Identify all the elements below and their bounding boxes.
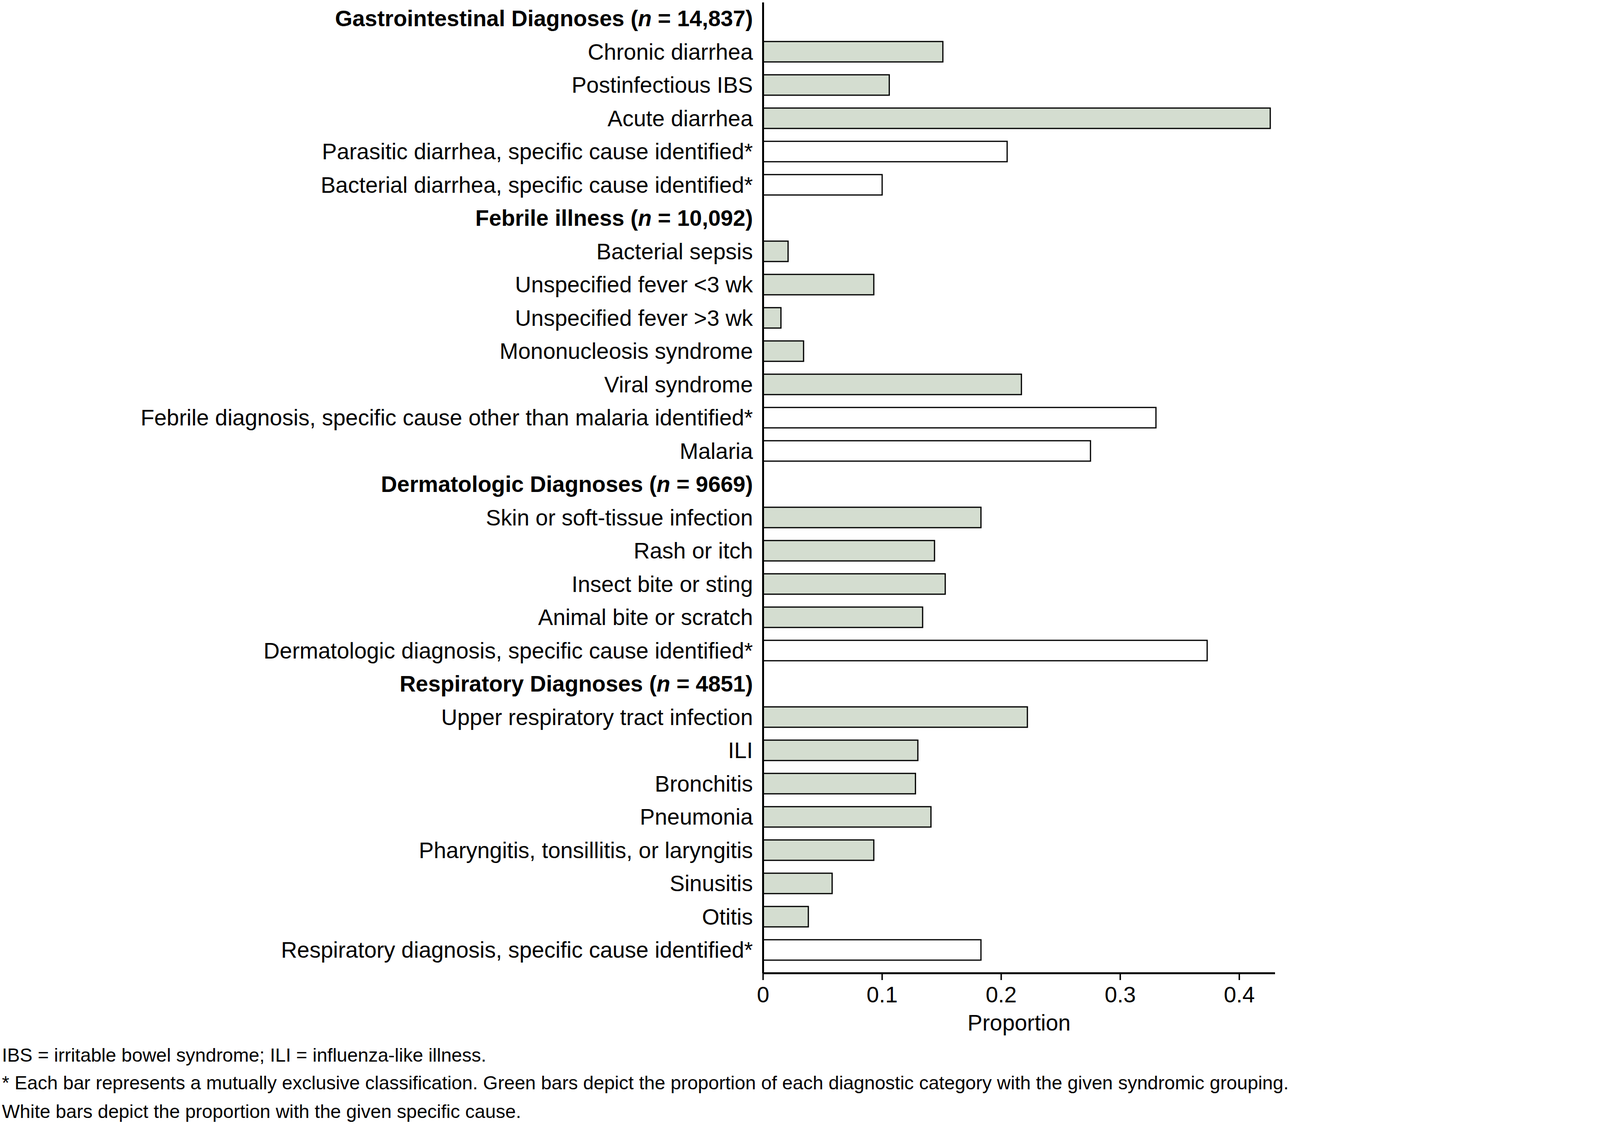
x-tick-label: 0 [756,982,770,1008]
x-tick-label: 0.1 [866,982,898,1008]
y-axis-line [762,2,765,974]
header-part: n [637,5,652,32]
x-tick-label: 0.2 [985,982,1017,1008]
category-label: Sinusitis [669,870,753,897]
category-label: Pharyngitis, tonsillitis, or laryngitis [418,837,753,864]
bar [763,607,923,628]
category-label: Acute diarrhea [607,105,754,132]
bar [763,307,782,329]
category-label: Respiratory diagnosis, specific cause id… [280,937,753,963]
category-label: Postinfectious IBS [571,72,753,98]
header-part: n [656,671,671,697]
chart: Gastrointestinal Diagnoses (n = 14,837)C… [0,0,1600,1134]
header-part: Dermatologic Diagnoses ( [380,471,657,497]
bar [763,740,919,761]
bar [763,707,1028,728]
category-label: Bacterial diarrhea, specific cause ident… [320,172,753,198]
category-label: Otitis [701,904,753,930]
category-label: Upper respiratory tract infection [441,704,753,731]
category-label: Animal bite or scratch [538,604,753,630]
footnote: * Each bar represents a mutually exclusi… [1,1072,1289,1094]
bar [763,241,788,262]
x-axis-label: Proportion [967,1010,1071,1036]
header-part: = 14,837) [651,5,753,32]
category-label: Unspecified fever <3 wk [514,272,754,298]
group-header: Dermatologic Diagnoses (n = 9669) [380,471,753,497]
x-axis-line [763,972,1276,975]
header-part: n [637,205,652,231]
x-tick [1119,973,1122,981]
bar [763,840,874,861]
bar [763,274,874,295]
bar [763,873,833,894]
group-header: Respiratory Diagnoses (n = 4851) [399,671,753,697]
category-label: Malaria [679,438,753,464]
bar [763,640,1208,662]
bar [763,407,1157,428]
category-label: Febrile diagnosis, specific cause other … [140,405,753,431]
header-part: Respiratory Diagnoses ( [399,671,658,697]
bar [763,374,1022,395]
x-tick [1238,973,1241,981]
category-label: Chronic diarrhea [587,39,753,65]
bar [763,507,982,528]
bar [763,340,804,362]
bars [763,41,1271,961]
category-label: Bronchitis [654,771,753,797]
category-label: ILI [728,737,753,764]
x-tick [1000,973,1003,981]
bar [763,540,935,562]
category-label: Dermatologic diagnosis, specific cause i… [263,638,754,664]
category-label: Skin or soft-tissue infection [485,505,753,531]
x-tick-label: 0.3 [1104,982,1136,1008]
x-tick-label: 0.4 [1223,982,1255,1008]
category-label: Mononucleosis syndrome [499,338,753,364]
header-part: = 9669) [670,471,753,497]
bar [763,441,1091,462]
header-part: = 10,092) [651,205,753,231]
bar [763,174,883,196]
group-header: Febrile illness (n = 10,092) [475,205,753,231]
x-tick [762,973,765,981]
header-part: = 4851) [670,671,753,697]
bar [763,108,1271,129]
footnote: IBS = irritable bowel syndrome; ILI = in… [1,1044,487,1066]
bar [763,74,890,96]
category-label: Insect bite or sting [571,571,753,597]
bar [763,806,932,828]
category-label: Viral syndrome [604,372,753,398]
bar [763,574,946,595]
footnote: White bars depict the proportion with th… [1,1101,522,1123]
bar [763,906,809,928]
bar [763,773,916,795]
header-part: Febrile illness ( [475,205,639,231]
category-label: Bacterial sepsis [596,238,753,265]
bar [763,939,982,961]
category-label: Parasitic diarrhea, specific cause ident… [322,138,753,165]
header-part: n [656,471,671,497]
header-part: Gastrointestinal Diagnoses ( [335,5,639,32]
group-header: Gastrointestinal Diagnoses (n = 14,837) [335,5,753,32]
category-label: Rash or itch [633,538,753,564]
category-label: Pneumonia [639,804,753,830]
category-label: Unspecified fever >3 wk [514,305,754,331]
bar [763,41,943,63]
labels: Gastrointestinal Diagnoses (n = 14,837)C… [140,5,754,963]
x-tick [881,973,884,981]
bar [763,141,1007,162]
